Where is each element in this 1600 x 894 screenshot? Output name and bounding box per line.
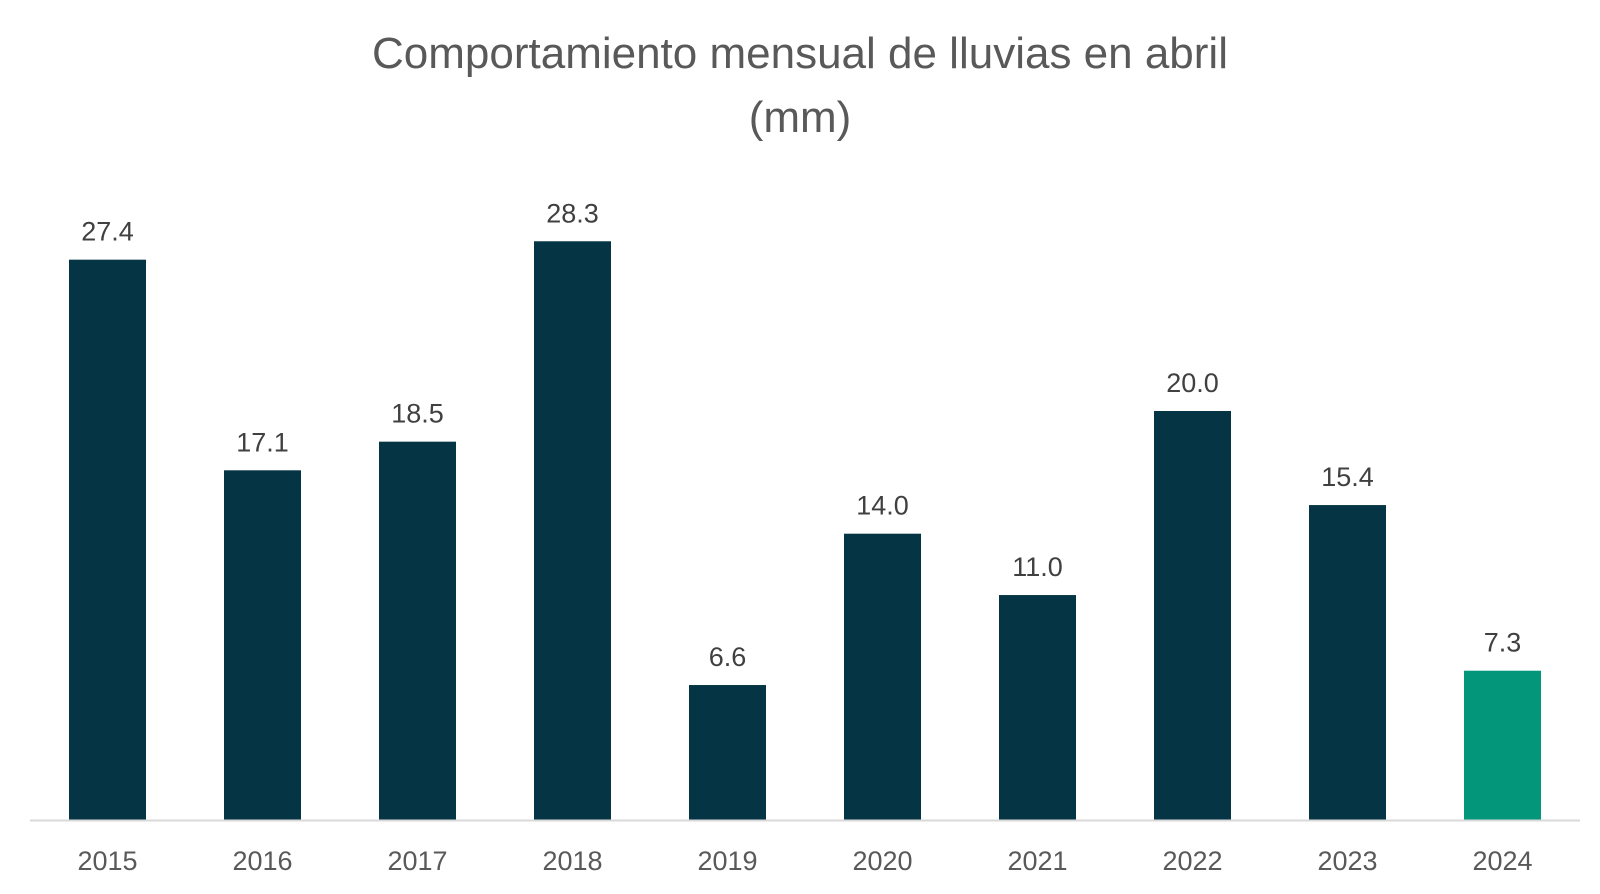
chart-subtitle: (mm) [748, 93, 852, 142]
data-label-2020: 14.0 [856, 491, 909, 521]
x-tick-label-2020: 2020 [852, 846, 912, 876]
data-label-2015: 27.4 [81, 217, 134, 247]
x-tick-label-2024: 2024 [1472, 846, 1532, 876]
x-tick-label-2022: 2022 [1162, 846, 1222, 876]
data-label-2022: 20.0 [1166, 368, 1219, 398]
x-tick-label-2021: 2021 [1007, 846, 1067, 876]
bar-2021 [999, 595, 1076, 820]
x-tick-label-2015: 2015 [77, 846, 137, 876]
bars-layer [69, 241, 1541, 820]
bar-2019 [689, 685, 766, 820]
data-label-2023: 15.4 [1321, 462, 1374, 492]
x-tick-label-2023: 2023 [1317, 846, 1377, 876]
bar-2015 [69, 259, 146, 820]
bar-2023 [1309, 505, 1386, 820]
x-tick-label-2019: 2019 [697, 846, 757, 876]
data-labels-layer: 27.4 17.1 18.5 28.3 6.6 14.0 11.0 20.0 15.4 7.3 [81, 198, 1521, 672]
data-label-2021: 11.0 [1012, 552, 1063, 582]
chart-title: Comportamiento mensual de lluvias en abr… [372, 29, 1228, 78]
x-tick-label-2018: 2018 [542, 846, 602, 876]
x-tick-label-2017: 2017 [387, 846, 447, 876]
bar-2020 [844, 533, 921, 820]
data-label-2018: 28.3 [546, 198, 599, 228]
x-tick-labels-layer: 2015 2016 2017 2018 2019 2020 2021 2022 2023 2024 [77, 846, 1532, 876]
bar-2016 [224, 470, 301, 820]
data-label-2017: 18.5 [391, 399, 444, 429]
data-label-2016: 17.1 [236, 427, 289, 457]
bar-2018 [534, 241, 611, 820]
data-label-2024: 7.3 [1484, 628, 1522, 658]
bar-2022 [1154, 411, 1231, 820]
data-label-2019: 6.6 [709, 642, 747, 672]
x-tick-label-2016: 2016 [232, 846, 292, 876]
bar-2024 [1464, 670, 1541, 820]
bar-2017 [379, 441, 456, 820]
